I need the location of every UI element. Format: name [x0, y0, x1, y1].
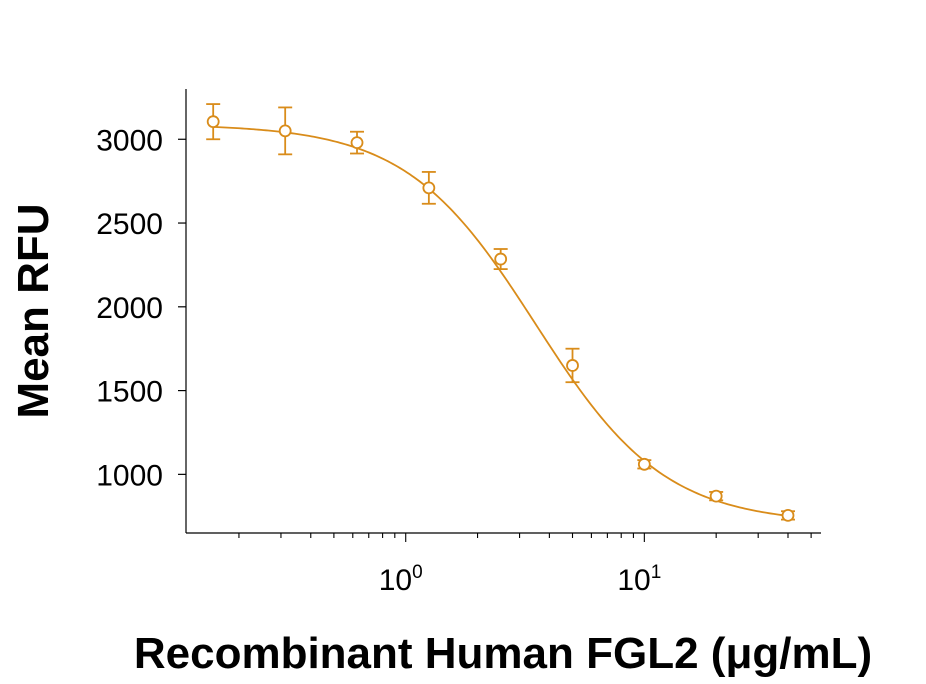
fit-curve-layer [213, 126, 789, 517]
data-point [206, 103, 221, 141]
data-point [350, 130, 365, 155]
y-tick-label: 1500 [96, 376, 163, 409]
fit-curve [213, 126, 789, 517]
data-point [780, 509, 795, 522]
point-marker [350, 136, 364, 150]
point-marker [637, 457, 651, 471]
data-point [278, 106, 293, 156]
data-point [637, 457, 652, 471]
data-point [421, 171, 436, 205]
data-point [565, 347, 580, 384]
x-axis-title: Recombinant Human FGL2 (μg/mL) [134, 629, 872, 678]
data-point [493, 248, 508, 271]
y-tick-label: 3000 [96, 124, 163, 157]
data-point [709, 489, 724, 503]
axes: 1000 1500 2000 2500 3000 100 101 [96, 89, 821, 597]
point-marker [278, 124, 292, 138]
data-points-layer [206, 103, 795, 522]
x-tick-label: 100 [379, 562, 423, 597]
x-tick-label: 101 [617, 562, 661, 597]
point-marker [206, 115, 220, 129]
point-marker [494, 252, 508, 266]
y-axis-title: Mean RFU [9, 203, 58, 418]
y-tick-label: 2000 [96, 292, 163, 325]
point-marker [709, 489, 723, 503]
point-marker [781, 509, 795, 522]
point-marker [566, 359, 579, 372]
y-tick-label: 2500 [96, 208, 163, 241]
y-tick-label: 1000 [96, 459, 163, 492]
point-marker [422, 181, 436, 195]
